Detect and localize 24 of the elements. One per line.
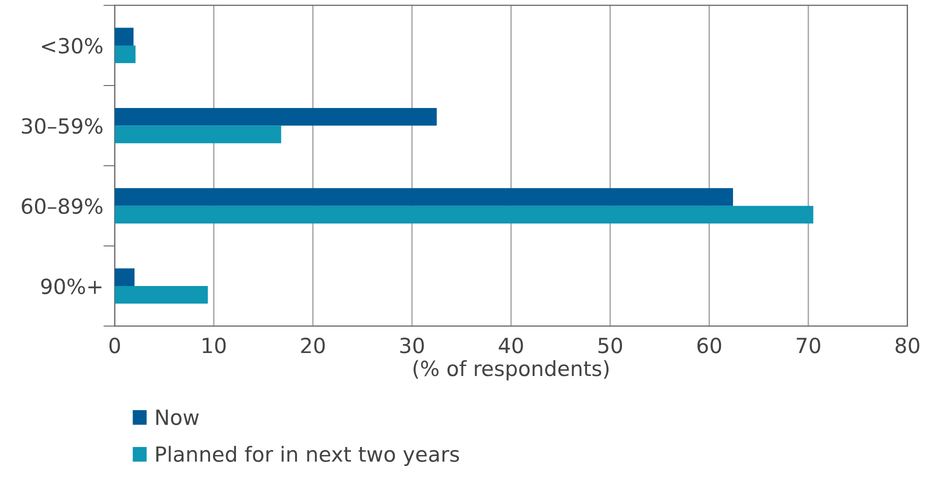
x-tick-label: 70 (796, 338, 820, 354)
y-tick-label: 60–89% (22, 198, 102, 214)
bar (114, 286, 208, 304)
x-tick-label: 10 (202, 338, 226, 354)
x-axis-title: (% of respondents) (414, 360, 609, 380)
x-tick-label: 50 (598, 338, 622, 354)
legend-label: Planned for in next two years (156, 446, 460, 466)
bar (114, 45, 136, 64)
bar (114, 268, 135, 286)
bar (114, 28, 134, 46)
y-tick-label: <30% (42, 38, 102, 54)
x-tick-label: 80 (896, 338, 920, 354)
bar (114, 126, 282, 144)
bar (114, 188, 734, 206)
x-tick-label: 60 (697, 338, 722, 354)
y-tick-label: 90%+ (41, 278, 102, 294)
x-tick-label: 40 (498, 338, 523, 354)
bar (114, 206, 814, 224)
x-tick-label: 0 (109, 338, 120, 354)
y-tick-label: 30–59% (22, 118, 102, 134)
legend-label: Now (156, 410, 199, 426)
x-tick-label: 20 (301, 338, 325, 354)
x-tick-label: 30 (400, 338, 424, 354)
bar (114, 108, 437, 126)
